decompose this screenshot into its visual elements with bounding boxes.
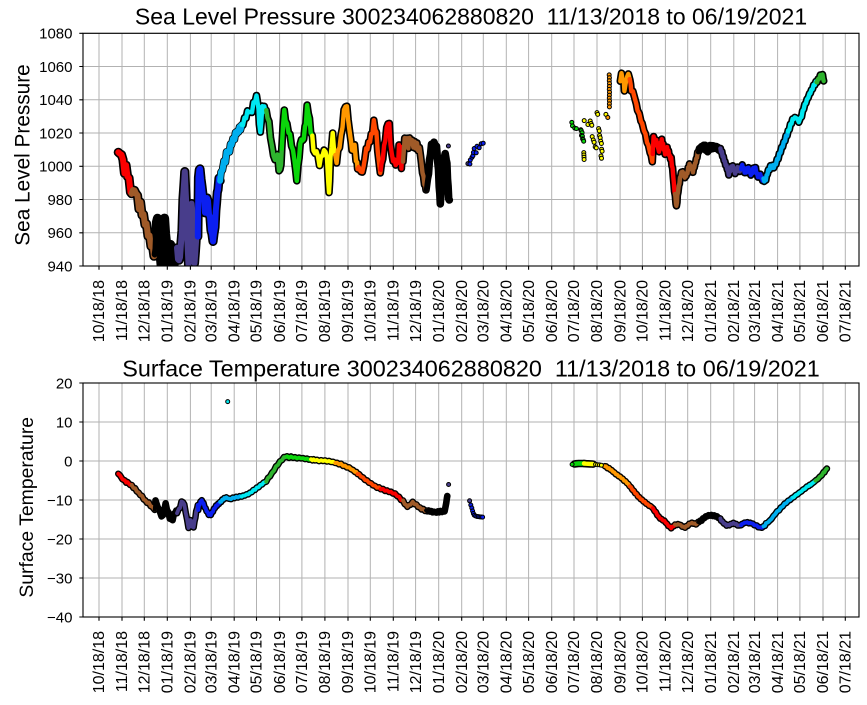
svg-text:09/18/20: 09/18/20 [612, 280, 629, 342]
svg-text:11/18/20: 11/18/20 [658, 280, 675, 341]
svg-text:03/18/20: 03/18/20 [476, 280, 493, 342]
svg-text:03/18/21: 03/18/21 [747, 631, 764, 693]
svg-text:12/18/18: 12/18/18 [137, 631, 154, 693]
svg-text:06/18/21: 06/18/21 [815, 631, 832, 693]
svg-text:−40: −40 [47, 609, 72, 626]
svg-text:07/18/19: 07/18/19 [294, 280, 311, 342]
svg-text:10/18/19: 10/18/19 [363, 280, 380, 342]
svg-text:06/18/20: 06/18/20 [544, 631, 561, 693]
svg-text:05/18/19: 05/18/19 [249, 631, 266, 693]
svg-text:04/18/20: 04/18/20 [499, 280, 516, 342]
svg-text:02/18/19: 02/18/19 [183, 631, 200, 693]
svg-text:07/18/21: 07/18/21 [838, 280, 855, 342]
svg-text:−30: −30 [47, 570, 72, 587]
svg-text:11/18/18: 11/18/18 [114, 631, 131, 692]
svg-text:0: 0 [64, 453, 72, 470]
svg-text:11/18/19: 11/18/19 [386, 631, 403, 692]
svg-text:02/18/21: 02/18/21 [726, 280, 743, 342]
svg-text:980: 980 [47, 192, 72, 209]
svg-text:10/18/20: 10/18/20 [635, 631, 652, 693]
svg-text:−20: −20 [47, 531, 72, 548]
svg-text:08/18/19: 08/18/19 [317, 631, 334, 693]
svg-text:11/18/18: 11/18/18 [114, 280, 131, 341]
svg-text:03/18/19: 03/18/19 [203, 280, 220, 342]
svg-text:12/18/20: 12/18/20 [680, 631, 697, 693]
svg-text:12/18/19: 12/18/19 [408, 631, 425, 693]
svg-text:10/18/19: 10/18/19 [363, 631, 380, 693]
svg-text:01/18/19: 01/18/19 [160, 280, 177, 342]
svg-text:01/18/21: 01/18/21 [703, 631, 720, 693]
svg-text:960: 960 [47, 225, 72, 242]
svg-text:10/18/18: 10/18/18 [91, 280, 108, 342]
svg-text:10: 10 [56, 414, 73, 431]
svg-text:05/18/20: 05/18/20 [521, 631, 538, 693]
svg-text:12/18/19: 12/18/19 [408, 280, 425, 342]
svg-text:09/18/19: 09/18/19 [340, 280, 357, 342]
svg-text:02/18/20: 02/18/20 [454, 280, 471, 342]
svg-text:1060: 1060 [39, 59, 72, 76]
svg-text:07/18/20: 07/18/20 [566, 631, 583, 693]
svg-text:05/18/21: 05/18/21 [792, 631, 809, 693]
svg-text:03/18/20: 03/18/20 [476, 631, 493, 693]
svg-text:01/18/19: 01/18/19 [160, 631, 177, 693]
svg-text:07/18/20: 07/18/20 [566, 280, 583, 342]
svg-text:1080: 1080 [39, 26, 72, 43]
svg-text:04/18/20: 04/18/20 [499, 631, 516, 693]
svg-text:Sea Level Pressure: Sea Level Pressure [12, 64, 35, 246]
svg-text:06/18/20: 06/18/20 [544, 280, 561, 342]
svg-text:04/18/21: 04/18/21 [770, 280, 787, 342]
svg-text:05/18/20: 05/18/20 [521, 280, 538, 342]
svg-text:10/18/18: 10/18/18 [91, 631, 108, 693]
svg-text:02/18/21: 02/18/21 [726, 631, 743, 693]
svg-text:09/18/20: 09/18/20 [612, 631, 629, 693]
svg-text:01/18/20: 01/18/20 [431, 631, 448, 693]
svg-text:11/18/19: 11/18/19 [386, 280, 403, 341]
svg-text:04/18/19: 04/18/19 [226, 280, 243, 342]
svg-text:03/18/19: 03/18/19 [203, 631, 220, 693]
svg-text:08/18/20: 08/18/20 [589, 280, 606, 342]
svg-text:−10: −10 [47, 492, 72, 509]
svg-text:09/18/19: 09/18/19 [340, 631, 357, 693]
svg-text:05/18/21: 05/18/21 [792, 280, 809, 342]
svg-text:03/18/21: 03/18/21 [747, 280, 764, 342]
svg-text:04/18/21: 04/18/21 [770, 631, 787, 693]
svg-text:02/18/20: 02/18/20 [454, 631, 471, 693]
svg-text:01/18/21: 01/18/21 [703, 280, 720, 342]
svg-text:04/18/19: 04/18/19 [226, 631, 243, 693]
svg-text:06/18/21: 06/18/21 [815, 280, 832, 342]
svg-text:01/18/20: 01/18/20 [431, 280, 448, 342]
svg-text:Surface Temperature: Surface Temperature [16, 417, 38, 598]
svg-text:08/18/19: 08/18/19 [317, 280, 334, 342]
svg-text:07/18/19: 07/18/19 [294, 631, 311, 693]
svg-text:1000: 1000 [39, 159, 72, 176]
svg-text:Sea Level Pressure 30023406288: Sea Level Pressure 300234062880820 11/13… [135, 4, 807, 30]
svg-text:05/18/19: 05/18/19 [249, 280, 266, 342]
svg-text:12/18/18: 12/18/18 [137, 280, 154, 342]
svg-text:1020: 1020 [39, 125, 72, 142]
svg-text:1040: 1040 [39, 92, 72, 109]
svg-text:08/18/20: 08/18/20 [589, 631, 606, 693]
svg-text:940: 940 [47, 258, 72, 275]
svg-text:12/18/20: 12/18/20 [680, 280, 697, 342]
svg-text:07/18/21: 07/18/21 [838, 631, 855, 693]
svg-text:02/18/19: 02/18/19 [183, 280, 200, 342]
svg-text:Surface Temperature 3002340628: Surface Temperature 300234062880820 11/1… [122, 356, 820, 382]
svg-text:06/18/19: 06/18/19 [272, 280, 289, 342]
svg-text:06/18/19: 06/18/19 [272, 631, 289, 693]
svg-text:20: 20 [56, 375, 73, 392]
svg-text:10/18/20: 10/18/20 [635, 280, 652, 342]
svg-text:11/18/20: 11/18/20 [658, 631, 675, 692]
